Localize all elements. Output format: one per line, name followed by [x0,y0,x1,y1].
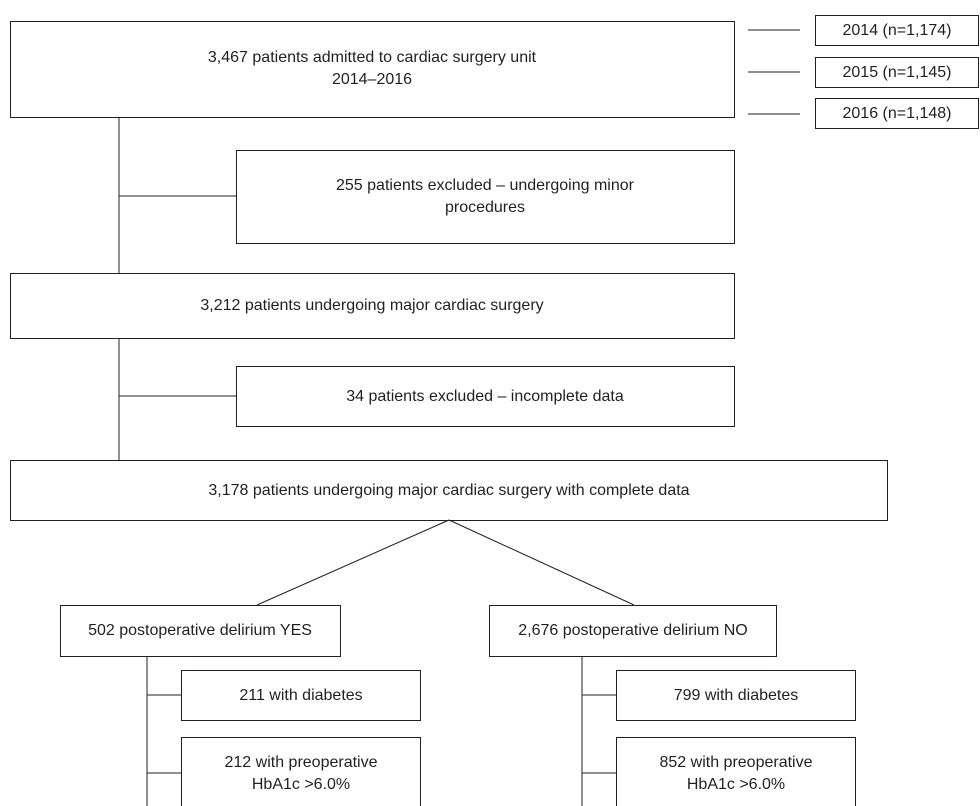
box [10,460,888,521]
box [10,273,735,339]
connector [256,519,450,606]
box [181,670,421,721]
box [616,670,856,721]
node-label: HbA1c >6.0% [252,776,350,793]
box [616,737,856,806]
labels: 3,467 patients admitted to cardiac surge… [88,22,951,793]
box [815,57,979,88]
node-label: 2,676 postoperative delirium NO [518,622,747,639]
node-label: 2016 (n=1,148) [843,105,952,122]
node-label: 255 patients excluded – undergoing minor [336,177,635,194]
node-label: HbA1c >6.0% [687,776,785,793]
box [60,605,341,657]
node-label: 852 with preoperative [660,754,813,771]
boxes [10,15,979,806]
node-label: 212 with preoperative [225,754,378,771]
node-label: 3,178 patients undergoing major cardiac … [208,482,689,499]
node-label: 502 postoperative delirium YES [88,622,312,639]
box [489,605,777,657]
node-label: 2015 (n=1,145) [843,64,952,81]
box [10,21,735,118]
node-label: procedures [445,199,525,216]
connectors [118,29,800,806]
node-label: 3,467 patients admitted to cardiac surge… [208,49,537,66]
node-label: 34 patients excluded – incomplete data [346,388,624,405]
node-label: 799 with diabetes [674,687,799,704]
box [815,15,979,46]
node-label: 211 with diabetes [239,687,362,704]
box [815,98,979,129]
box [181,737,421,806]
connector [448,519,635,606]
node-label: 2014–2016 [332,71,412,88]
box [236,150,735,244]
node-label: 3,212 patients undergoing major cardiac … [200,297,543,314]
node-label: 2014 (n=1,174) [843,22,952,39]
box [236,366,735,427]
